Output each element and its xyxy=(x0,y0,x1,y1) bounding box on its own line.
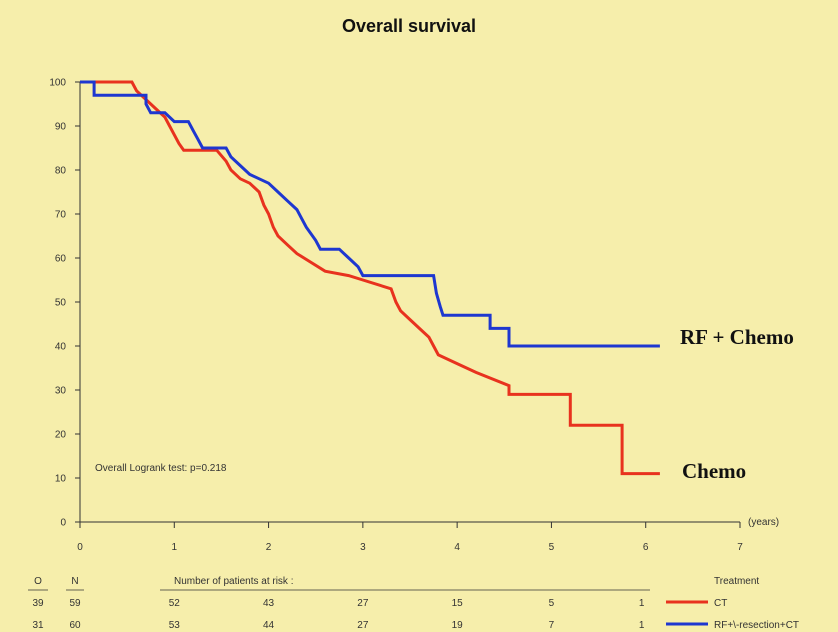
risk-count: 52 xyxy=(169,598,181,609)
chart-title: Overall survival xyxy=(342,16,476,36)
x-ticks: 0 1 2 3 4 5 6 7 xyxy=(77,522,743,553)
risk-o-value: 39 xyxy=(32,598,44,609)
risk-col-o: O xyxy=(34,576,42,587)
x-tick-label: 5 xyxy=(549,542,555,553)
y-tick-label: 0 xyxy=(60,518,66,529)
risk-count: 27 xyxy=(357,598,369,609)
y-tick-label: 20 xyxy=(55,430,67,441)
y-tick-label: 100 xyxy=(49,78,66,89)
x-tick-label: 2 xyxy=(266,542,272,553)
series-line-chemo xyxy=(80,80,660,476)
y-tick-label: 70 xyxy=(55,210,67,221)
series-line-rf-chemo xyxy=(80,80,660,348)
label-rf-chemo: RF + Chemo xyxy=(680,325,794,349)
risk-heading: Number of patients at risk : xyxy=(174,576,294,587)
legend-treatment: RF+\-resection+CT xyxy=(714,620,799,631)
logrank-annotation: Overall Logrank test: p=0.218 xyxy=(95,463,227,474)
risk-count: 5 xyxy=(549,598,555,609)
risk-count: 15 xyxy=(452,598,464,609)
y-tick-label: 60 xyxy=(55,254,67,265)
y-tick-label: 10 xyxy=(55,474,67,485)
risk-count: 44 xyxy=(263,620,275,631)
risk-col-n: N xyxy=(71,576,78,587)
y-tick-label: 80 xyxy=(55,166,67,177)
label-chemo: Chemo xyxy=(682,459,746,483)
risk-count: 19 xyxy=(452,620,464,631)
y-ticks: 0 10 20 30 40 50 60 70 80 90 100 xyxy=(49,78,80,529)
risk-n-value: 59 xyxy=(69,598,81,609)
y-tick-label: 90 xyxy=(55,122,67,133)
x-tick-label: 6 xyxy=(643,542,649,553)
risk-o-value: 31 xyxy=(32,620,44,631)
risk-count: 27 xyxy=(357,620,369,631)
risk-count: 7 xyxy=(549,620,555,631)
y-tick-label: 40 xyxy=(55,342,67,353)
risk-table: O N Number of patients at risk : Treatme… xyxy=(28,576,799,631)
x-tick-label: 4 xyxy=(454,542,460,553)
risk-count: 1 xyxy=(639,620,645,631)
x-tick-label: 0 xyxy=(77,542,83,553)
risk-count: 1 xyxy=(639,598,645,609)
x-axis-label: (years) xyxy=(748,517,779,528)
x-tick-label: 1 xyxy=(172,542,178,553)
axes xyxy=(79,82,740,523)
x-tick-label: 3 xyxy=(360,542,366,553)
risk-n-value: 60 xyxy=(69,620,81,631)
legend-treatment: CT xyxy=(714,598,727,609)
risk-count: 43 xyxy=(263,598,275,609)
y-tick-label: 30 xyxy=(55,386,67,397)
risk-rows: 39 59 52 43 27 15 5 1 CT 31 60 53 44 27 19 7 1 RF+\-resec… xyxy=(32,598,799,631)
x-tick-label: 7 xyxy=(737,542,743,553)
treatment-heading: Treatment xyxy=(714,576,759,587)
series-group xyxy=(80,80,660,476)
y-tick-label: 50 xyxy=(55,298,67,309)
risk-count: 53 xyxy=(169,620,181,631)
